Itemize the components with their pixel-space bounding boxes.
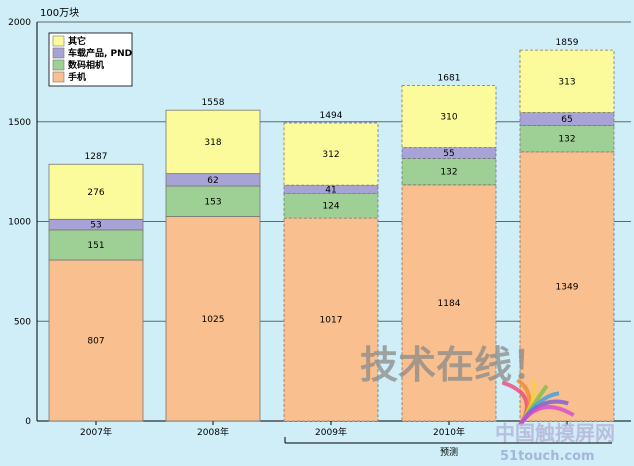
legend-swatch [52,59,65,71]
watermark-swoosh [518,405,575,427]
bar-segment [48,163,144,220]
bar-value-label: 1025 [202,315,225,325]
bar-value-label: 151 [87,241,104,251]
bar-value-label: 312 [322,150,339,160]
x-category-label: 2009年 [315,426,347,438]
bar-segment [283,217,379,422]
bar-segment [48,259,144,422]
watermark-url: 51touch.com [500,449,595,464]
y-tick-label: 1500 [8,118,31,128]
y-tick-label: 2000 [8,18,31,28]
bar-value-label: 55 [443,149,454,159]
bar-value-label: 313 [558,77,575,87]
bar-value-label: 132 [558,135,575,145]
bar-value-label: 1349 [556,282,579,292]
x-category-label: 2008年 [197,426,229,438]
bar-value-label: 807 [87,337,104,347]
bar-segment [401,158,497,186]
bar-total-label: 1494 [320,111,343,121]
y-tick-label: 500 [14,317,31,327]
bar-value-label: 276 [87,188,104,198]
bar-value-label: 153 [204,197,221,207]
bar-segment [519,49,615,113]
legend-label: 手机 [68,71,86,83]
legend-label: 车载产品, PND [68,47,132,59]
bar-value-label: 41 [325,185,336,195]
bar-value-label: 62 [207,176,218,186]
bar-total-label: 1859 [556,38,579,48]
bar-value-label: 318 [204,138,221,148]
bar-total-label: 1558 [202,98,225,108]
y-tick-label: 1000 [8,218,31,228]
bar-value-label: 1184 [438,299,461,309]
watermark-site-name: 中国触摸屏网 [495,421,615,445]
bar-total-label: 1287 [85,152,108,162]
forecast-label: 预测 [440,447,458,458]
watermark-text: 技术在线！ [360,343,550,387]
bar-value-label: 132 [440,168,457,178]
bar-value-label: 53 [90,221,101,231]
bar-value-label: 1017 [320,316,343,326]
x-category-label: 2010年 [433,426,465,438]
bar-value-label: 124 [322,202,339,212]
legend-swatch [52,71,65,83]
bar-segment [283,192,379,219]
bar-segment [283,122,379,186]
bar-segment [519,151,615,422]
legend-label: 数码相机 [68,59,104,71]
bar-segment [401,85,497,148]
x-category-label: 2007年 [80,426,112,438]
bar-segment [165,216,261,422]
bar-value-label: 310 [440,113,457,123]
bar-segment [401,184,497,422]
legend-swatch [52,35,65,47]
bar-segment [165,109,261,175]
watermark-logo: 技术在线！ 中国触摸屏网 51touch.com [360,343,615,464]
legend-swatch [52,47,65,59]
bar-segment [48,229,144,261]
bar-value-label: 65 [561,115,572,125]
legend-label: 其它 [68,35,86,47]
y-tick-label: 0 [25,417,31,427]
bar-total-label: 1681 [438,74,461,84]
bar-segment [519,125,615,153]
y-axis-unit-label: 100万块 [40,7,79,19]
